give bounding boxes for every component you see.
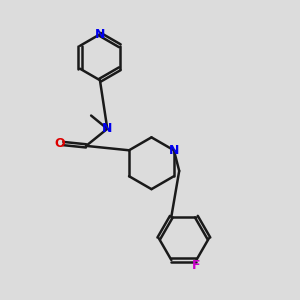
Text: N: N [102, 122, 112, 135]
Text: N: N [169, 144, 179, 157]
Text: O: O [54, 137, 65, 150]
Text: N: N [95, 28, 105, 41]
Text: F: F [192, 259, 201, 272]
